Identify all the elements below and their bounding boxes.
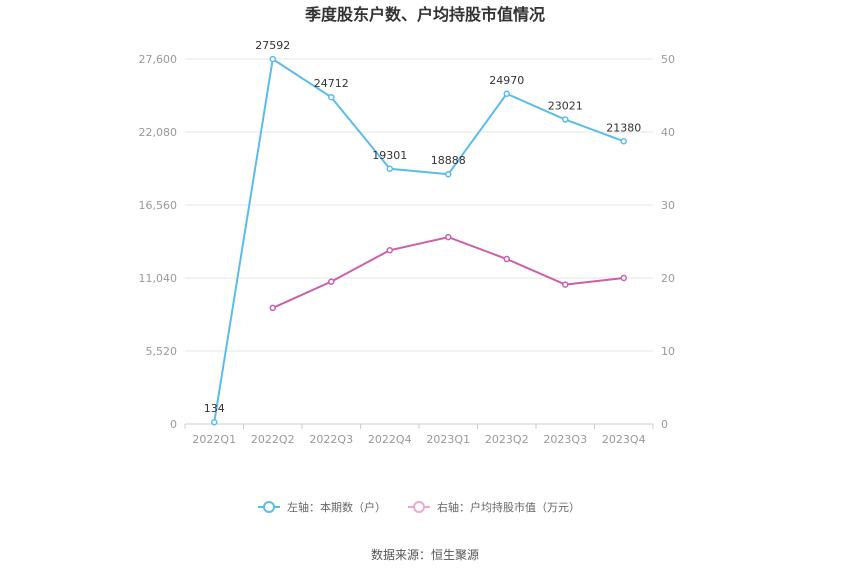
x-tick-label: 2023Q4 (602, 433, 646, 446)
x-tick-label: 2023Q3 (543, 433, 587, 446)
point-households[interactable] (211, 418, 218, 426)
point-households[interactable] (620, 138, 627, 145)
data-label-households: 21380 (606, 121, 641, 134)
point-avg-value[interactable] (620, 274, 627, 282)
data-label-households: 27592 (255, 39, 290, 52)
series-line-avg-value (272, 236, 624, 309)
point-avg-value[interactable] (562, 281, 569, 288)
left-tick-label: 16,560 (139, 199, 178, 212)
legend-item-households[interactable]: 左轴：本期数（户） (258, 500, 386, 514)
data-label-households: 24970 (489, 74, 524, 87)
right-tick-label: 40 (661, 126, 675, 139)
data-label-households: 23021 (548, 100, 583, 113)
legend-marker-avg-value (413, 501, 425, 513)
right-axis: 0 10 20 30 40 50 (661, 53, 675, 431)
x-tick-label: 2022Q2 (251, 433, 295, 446)
point-avg-value[interactable] (328, 278, 335, 285)
series-line-households (213, 57, 625, 423)
data-label-households: 24712 (314, 77, 349, 90)
x-axis: 2022Q1 2022Q2 2022Q3 2022Q4 2023Q1 2023Q2 2023… (184, 424, 654, 446)
chart-title: 季度股东户数、户均持股市值情况 (304, 5, 545, 24)
point-households[interactable] (503, 90, 510, 98)
left-tick-label: 5,520 (146, 345, 178, 358)
legend-marker-households (263, 501, 275, 513)
point-avg-value[interactable] (386, 247, 393, 254)
x-tick-label: 2023Q1 (426, 433, 470, 446)
series-layer: 134 27592 24712 19301 18888 24970 23021 21380 (204, 39, 641, 426)
left-tick-label: 27,600 (139, 53, 178, 66)
legend-label-households: 左轴：本期数（户） (287, 500, 386, 514)
point-households[interactable] (445, 170, 452, 178)
legend-label-avg-value: 右轴：户均持股市值（万元） (437, 500, 580, 514)
source-note: 数据来源：恒生聚源 (371, 547, 479, 562)
point-avg-value[interactable] (445, 233, 452, 241)
legend[interactable]: 左轴：本期数（户） 右轴：户均持股市值（万元） (258, 500, 580, 514)
data-label-households: 134 (204, 402, 225, 415)
point-households[interactable] (328, 93, 335, 101)
x-tick-label: 2022Q3 (309, 433, 353, 446)
point-households[interactable] (562, 116, 569, 123)
left-axis: 0 5,520 11,040 16,560 22,080 27,600 (139, 53, 178, 431)
point-households[interactable] (386, 165, 393, 173)
right-tick-label: 20 (661, 272, 675, 285)
x-tick-label: 2023Q2 (485, 433, 529, 446)
right-tick-label: 10 (661, 345, 675, 358)
right-tick-label: 0 (661, 418, 668, 431)
left-tick-label: 0 (170, 418, 177, 431)
x-tick-label: 2022Q1 (192, 433, 236, 446)
right-tick-label: 50 (661, 53, 675, 66)
data-label-households: 19301 (372, 149, 407, 162)
left-tick-label: 22,080 (139, 126, 178, 139)
point-avg-value[interactable] (503, 255, 510, 263)
left-tick-label: 11,040 (139, 272, 178, 285)
point-avg-value[interactable] (269, 304, 276, 312)
x-tick-label: 2022Q4 (368, 433, 412, 446)
legend-item-avg-value[interactable]: 右轴：户均持股市值（万元） (408, 500, 580, 514)
point-households[interactable] (269, 55, 276, 63)
grid (185, 58, 653, 425)
right-tick-label: 30 (661, 199, 675, 212)
data-label-households: 18888 (431, 154, 466, 167)
